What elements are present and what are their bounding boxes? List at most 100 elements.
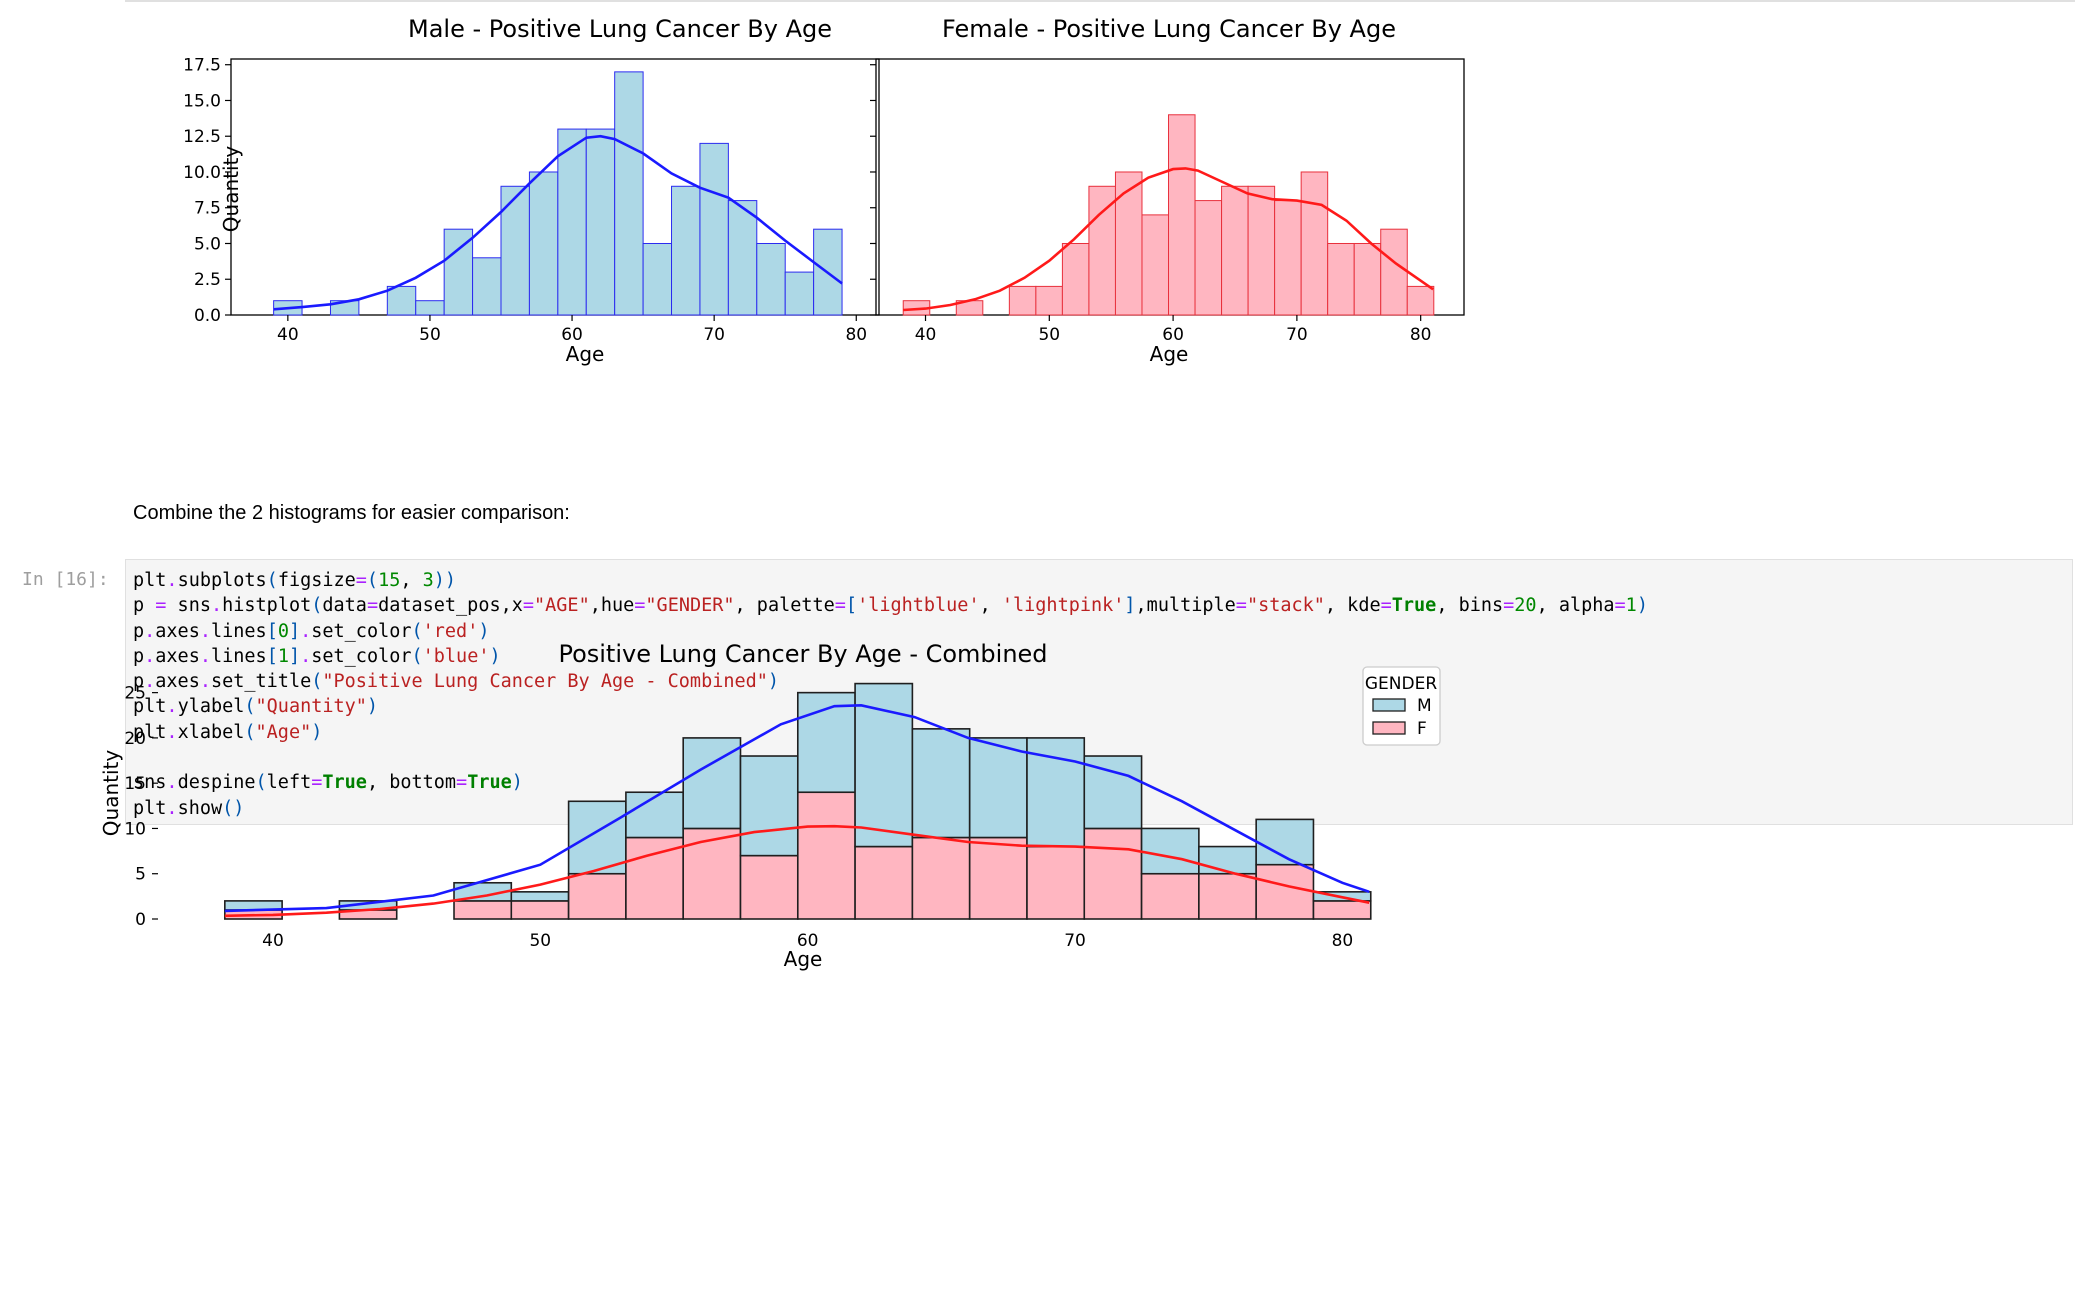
histogram-bar (1194, 200, 1223, 316)
code-token: axes (155, 645, 200, 667)
x-axis-label: Age (1150, 342, 1189, 366)
code-token: p (133, 595, 156, 617)
kde-line-total (224, 703, 1370, 913)
code-line[interactable]: plt.subplots(figsize=(15, 3)) (133, 568, 1648, 593)
code-token: ,hue (589, 595, 635, 617)
y-tick-label: 15.0 (183, 91, 221, 111)
code-line[interactable]: p.axes.lines[1].set_color('blue') (133, 644, 1648, 669)
histogram-bar-m (625, 791, 684, 839)
x-axis-label: Age (566, 342, 605, 366)
code-token: despine (177, 772, 256, 794)
x-tick-label: 60 (797, 931, 819, 951)
code-token: 1 (277, 645, 289, 667)
code-token: figsize (277, 570, 356, 591)
histogram-bar-m (1083, 755, 1143, 830)
female-histogram-chart: Female - Positive Lung Cancer By Age 40 5… (870, 15, 1465, 366)
x-tick-label: 80 (1332, 931, 1354, 951)
code-token: True (322, 772, 367, 794)
male-histogram-chart: Male - Positive Lung Cancer By Age 40 50 6… (183, 15, 880, 366)
code-token: ( (311, 595, 323, 617)
histogram-bar-f (1140, 872, 1200, 920)
code-token: . (144, 645, 156, 667)
code-line[interactable]: p.axes.set_title("Positive Lung Cancer B… (133, 669, 1648, 694)
code-token: , (979, 595, 1002, 617)
legend-title: GENDER (1365, 674, 1437, 694)
code-token: . (210, 595, 223, 617)
code-token: 15 (378, 570, 401, 591)
code-token: = (1380, 595, 1392, 617)
histogram-bar (1327, 242, 1355, 316)
code-line[interactable]: p.axes.lines[0].set_color('red') (133, 619, 1648, 644)
code-token: plt (133, 721, 167, 743)
code-token: True (467, 772, 512, 794)
code-token: 'blue' (422, 645, 490, 667)
code-token: ) (511, 772, 523, 794)
y-tick-label: 10 (124, 819, 146, 839)
code-block[interactable]: plt.subplots(figsize=(15, 3)) p = sns.his… (133, 568, 1648, 821)
code-token: True (1391, 595, 1437, 617)
histogram-bar-f (1026, 845, 1086, 920)
histogram-bar-m (911, 728, 971, 839)
code-token: )) (433, 570, 457, 591)
legend-swatch-f (1372, 721, 1406, 735)
x-tick-label: 50 (529, 931, 551, 951)
x-tick-label: 80 (845, 325, 867, 345)
code-token: subplots (177, 570, 267, 591)
code-token: . (199, 620, 211, 642)
combined-histogram-chart: Positive Lung Cancer By Age - Combined 4… (99, 640, 1441, 971)
code-token: , alpha (1536, 595, 1615, 617)
code-line[interactable]: sns.despine(left=True, bottom=True) (133, 770, 1648, 795)
code-token: show (177, 797, 223, 819)
code-token: . (166, 570, 178, 591)
code-token: ] (288, 620, 301, 642)
y-tick-label: 20 (124, 729, 146, 749)
code-token: ) (311, 721, 323, 743)
code-line[interactable]: plt.ylabel("Quantity") (133, 694, 1648, 719)
code-token: 20 (1514, 595, 1537, 617)
code-token: = (456, 772, 468, 794)
code-token: ( (266, 570, 278, 591)
code-token: sns (166, 595, 211, 617)
code-token: = (1235, 595, 1247, 617)
code-token: ) (767, 671, 780, 693)
x-tick-label: 70 (1064, 931, 1086, 951)
y-tick-label: 25 (124, 684, 146, 704)
histogram-bar (1088, 185, 1116, 316)
histogram-bar-m (1026, 737, 1086, 848)
tick-group: 40 50 60 70 80 (870, 64, 1431, 345)
histogram-bar (1061, 242, 1090, 316)
code-line[interactable]: plt.xlabel("Age") (133, 720, 1648, 745)
bar-group (902, 114, 1435, 316)
chart-title: Positive Lung Cancer By Age - Combined (558, 640, 1047, 668)
code-line[interactable]: p = sns.histplot(data=dataset_pos,x="AGE… (133, 593, 1648, 618)
chart-title: Female - Positive Lung Cancer By Age (942, 15, 1396, 43)
code-token: ( (411, 645, 423, 667)
histogram-bar (585, 128, 616, 316)
code-token: axes (155, 620, 200, 642)
code-token: "Quantity" (255, 696, 367, 718)
histogram-bar (1141, 214, 1170, 316)
code-token: "GENDER" (645, 595, 735, 617)
code-token: ) (478, 620, 490, 642)
histogram-bar-f (739, 854, 799, 920)
histogram-bar-f (968, 836, 1028, 920)
histogram-bar-m (510, 891, 570, 902)
histogram-bar-f (1083, 827, 1143, 920)
code-token: = (155, 595, 167, 617)
code-token: ) (366, 696, 379, 718)
code-token: p (133, 620, 145, 642)
code-token: . (144, 620, 156, 642)
code-token: lines (210, 620, 267, 642)
histogram-bar (1008, 285, 1037, 316)
y-tick-label: 5.0 (194, 234, 221, 254)
x-tick-label: 70 (1286, 325, 1308, 345)
code-line[interactable]: plt.show() (133, 796, 1648, 821)
y-tick-label: 12.5 (183, 127, 221, 147)
histogram-bar-m (968, 737, 1028, 839)
code-token: . (300, 645, 312, 667)
code-token: ( (411, 620, 423, 642)
histogram-bar-f (1198, 872, 1257, 920)
code-token: . (166, 797, 178, 819)
code-token: ) (489, 645, 501, 667)
histogram-bar-f (510, 900, 570, 920)
